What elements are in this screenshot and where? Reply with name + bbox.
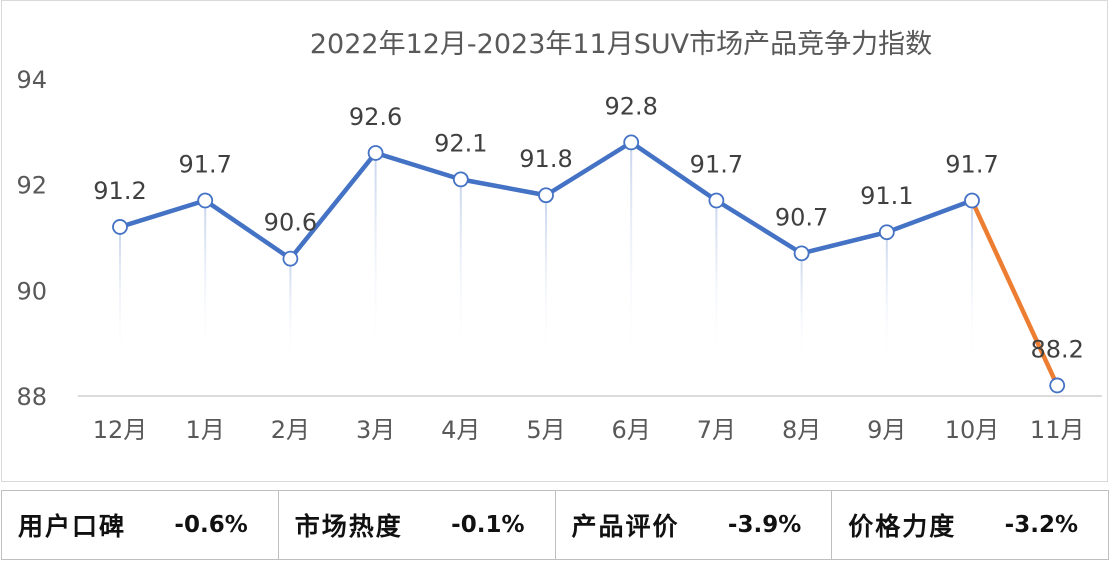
drop-line	[374, 152, 377, 366]
x-tick-label: 1月	[186, 416, 225, 444]
data-label: 90.7	[775, 203, 828, 231]
stat-label: 价格力度	[848, 512, 957, 541]
drop-line	[119, 226, 121, 366]
drop-line	[289, 258, 292, 366]
data-point	[112, 219, 128, 235]
drop-line	[630, 142, 633, 366]
data-label: 88.2	[1030, 335, 1083, 363]
data-label: 92.1	[434, 129, 487, 157]
drop-line	[885, 232, 888, 366]
stats-bar: 用户口碑 -0.6% 市场热度 -0.1% 产品评价 -3.9% 价格力度 -3…	[1, 490, 1109, 560]
stat-value: -3.2%	[1004, 512, 1078, 538]
drop-line	[800, 253, 803, 366]
data-label: 91.8	[519, 145, 572, 173]
data-label: 90.6	[264, 209, 317, 237]
line-chart: 2022年12月-2023年11月SUV市场产品竞争力指数 88 90 92 94 12月…	[16, 29, 1102, 444]
data-point	[1049, 377, 1066, 394]
stat-price-strength: 价格力度 -3.2%	[832, 491, 1108, 559]
x-tick-label: 8月	[782, 416, 821, 444]
stat-market-heat: 市场热度 -0.1%	[279, 491, 556, 559]
stat-label: 产品评价	[571, 512, 680, 541]
drop-line	[204, 200, 207, 366]
x-tick-label: 9月	[867, 416, 906, 444]
data-label: 91.7	[945, 151, 998, 179]
data-point	[367, 145, 384, 161]
data-label: 92.6	[349, 103, 402, 131]
x-tick-label: 4月	[441, 416, 480, 444]
data-point	[708, 192, 725, 209]
data-point	[282, 250, 299, 267]
stat-value: -0.1%	[451, 512, 525, 538]
stat-value: -0.6%	[174, 512, 248, 538]
x-tick-label: 12月	[93, 416, 148, 444]
data-point	[878, 224, 895, 241]
x-tick-label: 5月	[526, 416, 565, 444]
data-label: 91.1	[860, 182, 913, 210]
x-tick-label: 7月	[697, 416, 736, 444]
data-point	[538, 187, 554, 204]
y-tick-label: 90	[16, 277, 47, 305]
y-tick-label: 92	[16, 172, 47, 200]
data-point	[197, 192, 214, 209]
x-tick-label: 6月	[612, 416, 651, 444]
x-tick-label: 3月	[356, 416, 395, 444]
data-point	[452, 171, 469, 188]
stat-value: -3.9%	[727, 512, 802, 538]
drop-line	[545, 195, 547, 366]
x-tick-label: 11月	[1030, 416, 1085, 444]
stat-label: 市场热度	[294, 512, 403, 541]
chart-title: 2022年12月-2023年11月SUV市场产品竞争力指数	[310, 29, 932, 60]
y-tick-label: 94	[16, 66, 47, 94]
drop-line	[459, 179, 462, 366]
y-tick-label: 88	[16, 383, 47, 411]
data-label: 91.2	[93, 177, 146, 205]
stat-product-review: 产品评价 -3.9%	[556, 491, 833, 559]
x-tick-label: 10月	[945, 416, 1000, 444]
chart-frame: 2022年12月-2023年11月SUV市场产品竞争力指数 88 90 92 94 12月…	[1, 0, 1108, 482]
drop-line	[715, 200, 718, 366]
drop-line	[971, 200, 973, 366]
stat-label: 用户口碑	[18, 512, 127, 541]
data-label: 91.7	[690, 151, 743, 179]
data-point	[964, 192, 980, 209]
data-point	[793, 245, 810, 262]
data-point	[623, 134, 640, 151]
stat-user-reputation: 用户口碑 -0.6%	[2, 491, 279, 559]
data-label: 91.7	[178, 151, 231, 179]
x-tick-label: 2月	[271, 416, 310, 444]
series-line-highlight	[969, 198, 1060, 388]
data-label: 92.8	[604, 92, 657, 120]
